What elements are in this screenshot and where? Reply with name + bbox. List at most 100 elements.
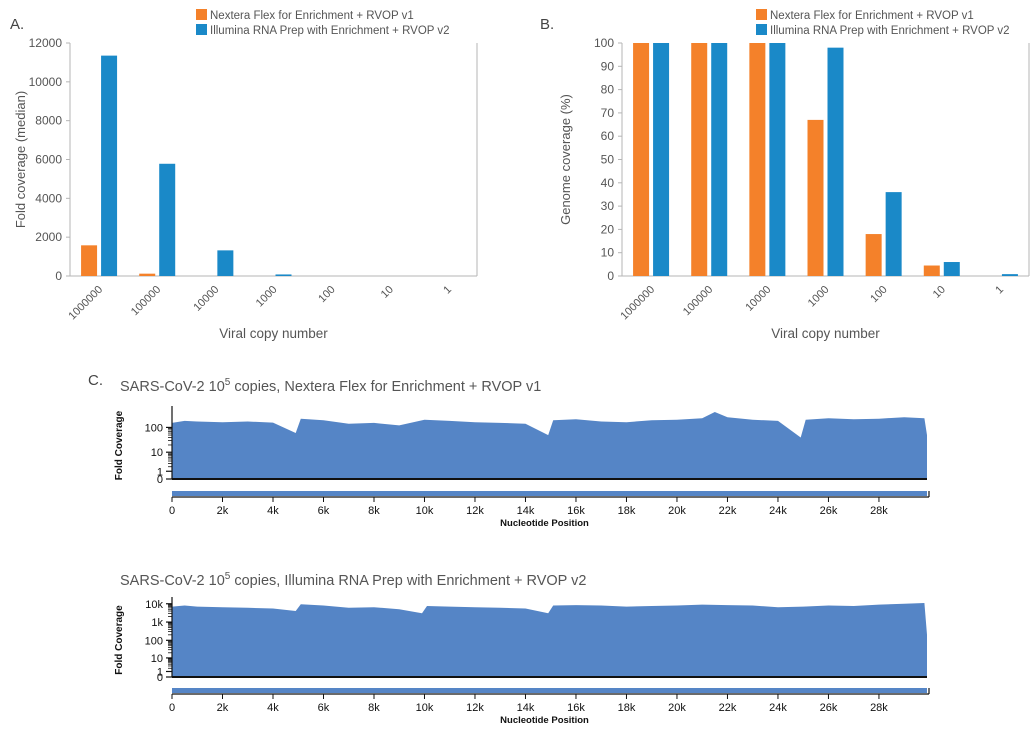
chart-c1-xtick-label: 4k: [267, 505, 279, 517]
chart-b-bar: [923, 265, 940, 276]
chart-c1-xlabel: Nucleotide Position: [500, 518, 589, 529]
chart-c2-xtick-label: 14k: [517, 702, 535, 714]
chart-b-bar: [807, 119, 824, 276]
chart-b-ytick-label: 40: [601, 176, 615, 190]
chart-a-bar: [217, 250, 234, 276]
chart-b-ytick-label: 10: [601, 246, 615, 260]
panel-c-letter: C.: [88, 372, 103, 389]
chart-c2-ytick-label: 10: [151, 653, 163, 665]
chart-a-xlabel: Viral copy number: [219, 326, 328, 341]
chart-a-ytick-label: 12000: [29, 36, 63, 50]
chart-c1-xtick-label: 12k: [466, 505, 484, 517]
chart-b-ytick-label: 80: [601, 83, 615, 97]
chart-b-ytick-label: 100: [594, 36, 614, 50]
chart-a-legend-label: Nextera Flex for Enrichment + RVOP v1: [210, 10, 414, 22]
chart-b-ylabel: Genome coverage (%): [558, 94, 573, 225]
coverage-2-title: SARS-CoV-2 105 copies, Illumina RNA Prep…: [120, 571, 587, 589]
chart-b-ytick-label: 50: [601, 153, 615, 167]
chart-a-ytick-label: 0: [55, 269, 62, 283]
chart-b-bar: [711, 43, 728, 276]
chart-a-ytick-label: 8000: [35, 114, 62, 128]
chart-c1-xtick-label: 20k: [668, 505, 686, 517]
chart-c1-genome-track: [172, 491, 927, 496]
chart-c1-xtick-label: 22k: [719, 505, 737, 517]
chart-c2-xtick-label: 2k: [217, 702, 229, 714]
chart-b-ytick-label: 30: [601, 199, 615, 213]
chart-c2-xtick-label: 28k: [870, 702, 888, 714]
chart-a-ylabel: Fold coverage (median): [13, 91, 28, 228]
chart-c2-ytick-label: 0: [157, 672, 163, 684]
chart-c1-xtick-label: 26k: [820, 505, 838, 517]
chart-a-legend-label: Illumina RNA Prep with Enrichment + RVOP…: [210, 25, 450, 37]
panel-b-letter: B.: [540, 16, 555, 33]
chart-a-bar: [101, 55, 118, 276]
chart-c1-ylabel: Fold Coverage: [114, 410, 125, 480]
chart-c2-xtick-label: 18k: [618, 702, 636, 714]
chart-c2-xtick-label: 12k: [466, 702, 484, 714]
chart-c2-xtick-label: 4k: [267, 702, 279, 714]
chart-c2-xtick-label: 16k: [567, 702, 585, 714]
chart-c2-xtick-label: 6k: [318, 702, 330, 714]
chart-c1-xtick-label: 24k: [769, 505, 787, 517]
chart-c2-genome-track: [172, 688, 927, 693]
chart-c1-xtick-label: 8k: [368, 505, 380, 517]
chart-c1-ytick-label: 1: [157, 466, 163, 478]
chart-c1-xtick-label: 10k: [416, 505, 434, 517]
chart-a-bar: [159, 163, 176, 276]
chart-a-ytick-label: 10000: [29, 75, 63, 89]
chart-b-bar: [653, 43, 670, 276]
chart-c1-xtick-label: 2k: [217, 505, 229, 517]
chart-c1-xtick-label: 6k: [318, 505, 330, 517]
chart-a-legend-swatch: [196, 24, 207, 35]
chart-c2-xtick-label: 10k: [416, 702, 434, 714]
chart-c1-coverage-area: [172, 412, 927, 479]
chart-b-legend-swatch: [756, 24, 767, 35]
chart-c2-coverage-area: [172, 603, 927, 677]
chart-c1-xtick-label: 0: [169, 505, 175, 517]
chart-a-ytick-label: 2000: [35, 230, 62, 244]
chart-c1-ytick-label: 100: [145, 422, 163, 434]
chart-c1-xtick-label: 18k: [618, 505, 636, 517]
chart-b-bar: [633, 43, 650, 276]
chart-b-legend-label: Nextera Flex for Enrichment + RVOP v1: [770, 10, 974, 22]
chart-b-bar: [1001, 274, 1018, 276]
chart-b-legend-label: Illumina RNA Prep with Enrichment + RVOP…: [770, 25, 1010, 37]
chart-b-ytick-label: 90: [601, 59, 615, 73]
chart-c2-ytick-label: 1: [157, 666, 163, 678]
chart-c1-xtick-label: 16k: [567, 505, 585, 517]
chart-b-bar: [769, 43, 786, 276]
chart-c2-xtick-label: 22k: [719, 702, 737, 714]
chart-c2-xtick-label: 24k: [769, 702, 787, 714]
chart-c2-xtick-label: 26k: [820, 702, 838, 714]
chart-c1-ytick-label: 10: [151, 447, 163, 459]
chart-c1-xtick-label: 14k: [517, 505, 535, 517]
chart-b-ytick-label: 0: [607, 269, 614, 283]
chart-c1-ytick-label: 0: [157, 474, 163, 486]
chart-c2-xtick-label: 8k: [368, 702, 380, 714]
chart-b-ytick-label: 60: [601, 129, 615, 143]
chart-b-bar: [749, 43, 766, 276]
chart-b-legend-swatch: [756, 9, 767, 20]
chart-b-bar: [865, 234, 882, 276]
chart-c2-ytick-label: 1k: [151, 617, 163, 629]
chart-a-bar: [81, 245, 98, 276]
chart-c2-ytick-label: 100: [145, 635, 163, 647]
chart-c2-xtick-label: 20k: [668, 702, 686, 714]
chart-b-ytick-label: 70: [601, 106, 615, 120]
chart-a-bar: [139, 273, 156, 276]
chart-b-bar: [691, 43, 708, 276]
chart-c1-xtick-label: 28k: [870, 505, 888, 517]
panel-a-letter: A.: [10, 16, 25, 33]
chart-a-ytick-label: 4000: [35, 191, 62, 205]
chart-b-ytick-label: 20: [601, 222, 615, 236]
chart-b-bar: [827, 47, 844, 276]
chart-a-bar: [275, 274, 292, 276]
chart-b-xlabel: Viral copy number: [771, 326, 880, 341]
chart-a-ytick-label: 6000: [35, 153, 62, 167]
chart-c2-ylabel: Fold Coverage: [114, 605, 125, 675]
chart-c2-xlabel: Nucleotide Position: [500, 715, 589, 726]
